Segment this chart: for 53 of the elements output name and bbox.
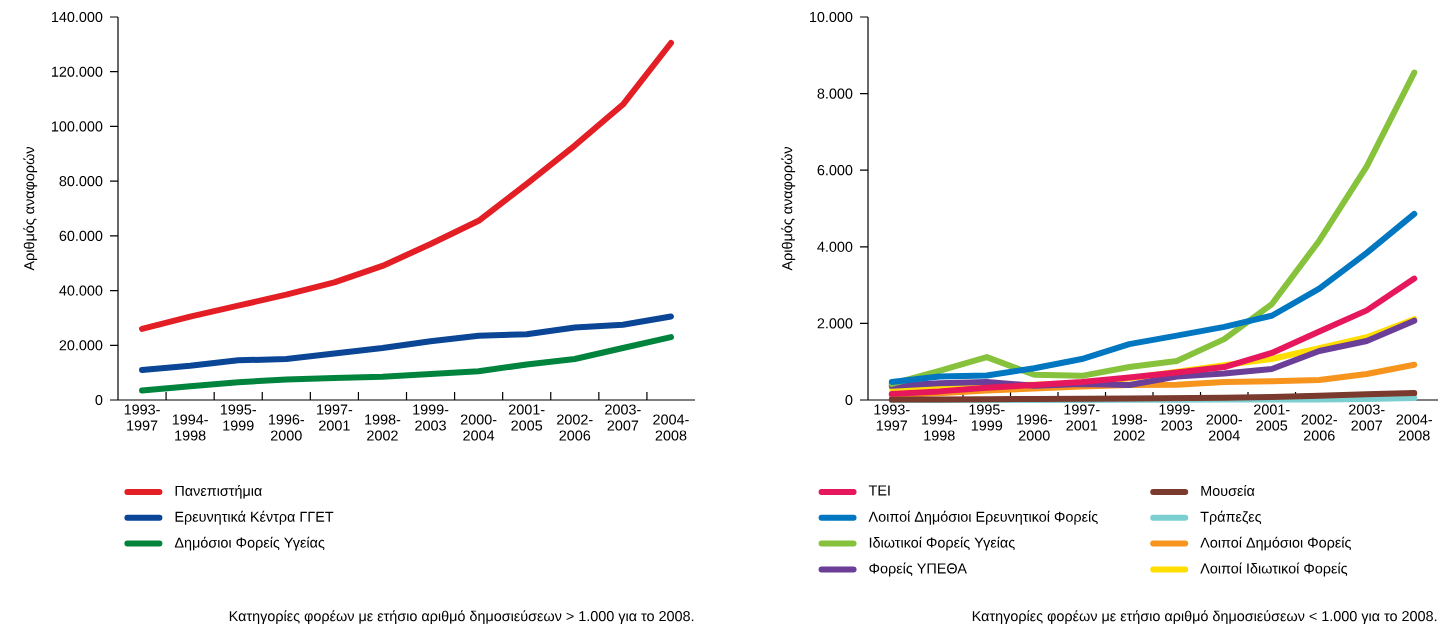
text: Κατηγορίες φορέων με ετήσιο αριθμό δημοσιεύσεων < 1.000 για το 2008. (972, 610, 1437, 625)
x-tick-label: 2000-2004 (460, 414, 497, 441)
x-tick-label: 1999-2003 (413, 404, 449, 431)
legend-label: ΤΕΙ (868, 485, 890, 496)
x-tick-label: 1994-1998 (921, 414, 958, 441)
legend-label: Φορείς ΥΠΕΘΑ (869, 562, 967, 577)
x-tick-label: 2002-2006 (1301, 414, 1338, 441)
x-tick-label: 2000-2004 (1206, 414, 1243, 441)
y-tick-label: 2.000 (817, 318, 853, 329)
y-tick-label: 4.000 (817, 241, 853, 252)
legend-label: Δημόσιοι Φορείς Υγείας (174, 536, 325, 551)
x-tick-label: 1993-1997 (124, 404, 160, 431)
x-tick-label: 2004-2008 (653, 414, 689, 441)
y-axis-title: Αριθμός αναφορών (781, 147, 796, 271)
y-tick-label: 100.000 (51, 121, 103, 132)
x-tick-label: 1998-2002 (1111, 414, 1148, 441)
y-tick-label: 140.000 (51, 11, 103, 23)
x-tick-label: 2001-2005 (1254, 404, 1290, 431)
x-tick-label: 1995-1999 (220, 404, 256, 431)
x-tick-label: 1995-1999 (969, 404, 1005, 431)
x-tick-label: 1996-2000 (268, 414, 305, 441)
y-axis-title: Αριθμός αναφορών (23, 147, 38, 271)
y-tick-label: 60.000 (59, 230, 103, 241)
y-tick-label: 8.000 (817, 88, 853, 99)
x-tick-label: 2002-2006 (557, 414, 593, 441)
y-tick-label: 0 (95, 394, 103, 406)
legend-label: Λοιποί Δημόσιοι Ερευνητικοί Φορείς (868, 510, 1098, 525)
legend-label: Ιδιωτικοί Φορείς Υγείας (869, 536, 1015, 551)
legend-label: Ερευνητικά Κέντρα ΓΓΕΤ (175, 510, 334, 525)
y-tick-label: 6.000 (817, 165, 853, 176)
x-tick-label: 2001-2005 (509, 404, 545, 431)
legend-label: Τράπεζες (1200, 510, 1262, 525)
text: Κατηγορίες φορέων με ετήσιο αριθμό δημοσιεύσεων > 1.000 για το 2008. (229, 610, 694, 625)
x-tick-label: 1994-1998 (172, 414, 208, 441)
x-tick-label: 1997-2001 (1064, 404, 1100, 431)
x-tick-label: 1999-2003 (1159, 404, 1195, 431)
y-tick-label: 0 (845, 394, 853, 406)
x-tick-label: 1998-2002 (365, 414, 401, 441)
legend-label: Λοιποί Δημόσιοι Φορείς (1200, 536, 1351, 551)
y-tick-label: 120.000 (51, 66, 103, 77)
legend-label: Πανεπιστήμια (175, 485, 262, 499)
x-tick-label: 1996-2000 (1016, 414, 1053, 441)
x-tick-label: 2003-2007 (605, 404, 641, 431)
x-tick-label: 1997-2001 (317, 404, 353, 431)
x-tick-label: 1993-1997 (874, 404, 910, 431)
x-tick-label: 2003-2007 (1349, 404, 1385, 431)
x-tick-label: 2004-2008 (1396, 414, 1433, 441)
legend-label: Λοιποί Ιδιωτικοί Φορείς (1200, 562, 1348, 577)
y-tick-label: 10.000 (810, 11, 853, 23)
y-tick-label: 40.000 (59, 285, 103, 296)
y-tick-label: 80.000 (59, 176, 103, 187)
legend-label: Μουσεία (1201, 485, 1255, 496)
y-tick-label: 20.000 (59, 340, 103, 351)
